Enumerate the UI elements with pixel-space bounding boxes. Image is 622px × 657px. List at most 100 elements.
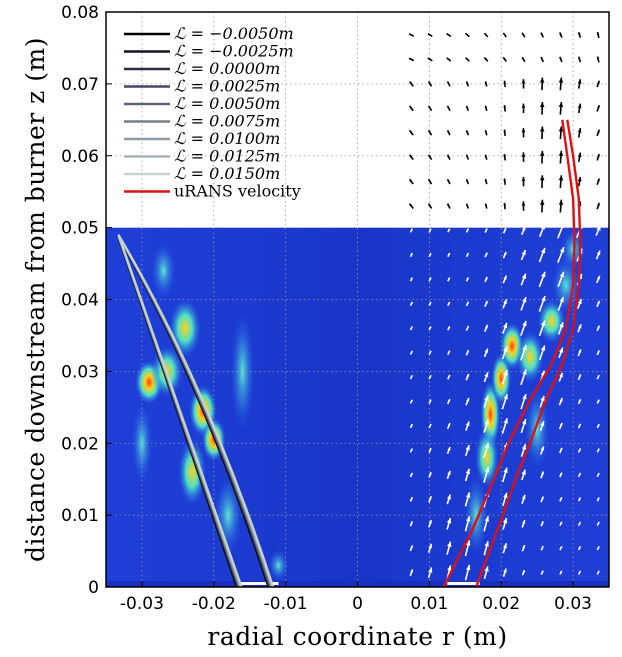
velocity-arrowhead bbox=[466, 81, 469, 85]
velocity-arrowhead bbox=[559, 372, 563, 378]
velocity-arrowhead bbox=[597, 546, 600, 549]
velocity-arrowhead bbox=[560, 497, 562, 500]
velocity-arrowhead bbox=[559, 32, 562, 36]
velocity-arrowhead bbox=[484, 395, 489, 402]
velocity-arrowhead bbox=[503, 418, 508, 424]
velocity-arrowhead bbox=[539, 77, 545, 83]
y-tick-label: 0.06 bbox=[61, 147, 99, 167]
velocity-arrowhead bbox=[429, 326, 431, 329]
velocity-arrowhead bbox=[409, 179, 413, 183]
flame-intensity-image bbox=[106, 227, 609, 587]
velocity-arrowhead bbox=[448, 301, 450, 304]
velocity-arrowhead bbox=[503, 227, 507, 231]
velocity-arrowhead bbox=[446, 57, 450, 61]
velocity-arrowhead bbox=[484, 516, 490, 522]
velocity-arrowhead bbox=[521, 226, 526, 231]
velocity-arrowhead bbox=[429, 423, 432, 427]
velocity-arrowhead bbox=[521, 444, 527, 450]
velocity-arrowhead bbox=[503, 299, 507, 305]
legend-entry-label: ℒ = 0.0125m bbox=[174, 147, 280, 166]
velocity-arrowhead bbox=[428, 105, 431, 109]
velocity-arrowhead bbox=[465, 564, 471, 571]
velocity-arrowhead bbox=[596, 56, 600, 60]
x-axis-label: radial coordinate r (m) bbox=[207, 622, 507, 651]
velocity-arrowhead bbox=[539, 126, 545, 132]
y-tick-label: 0 bbox=[88, 578, 99, 598]
intensity-blob bbox=[169, 298, 202, 359]
velocity-arrowhead bbox=[484, 566, 489, 572]
velocity-arrowhead bbox=[466, 325, 469, 329]
velocity-arrowhead bbox=[521, 201, 526, 206]
velocity-arrowhead bbox=[410, 545, 413, 549]
velocity-arrowhead bbox=[447, 541, 452, 548]
y-tick-label: 0.03 bbox=[61, 362, 99, 382]
velocity-arrowhead bbox=[485, 105, 488, 109]
velocity-arrowhead bbox=[503, 467, 508, 474]
velocity-arrowhead bbox=[485, 179, 488, 182]
velocity-arrowhead bbox=[448, 326, 450, 329]
velocity-arrowhead bbox=[522, 545, 525, 549]
velocity-arrowhead bbox=[560, 570, 562, 573]
velocity-arrowhead bbox=[522, 369, 527, 375]
velocity-arrowhead bbox=[447, 470, 451, 476]
velocity-arrowhead bbox=[410, 253, 413, 256]
velocity-arrowhead bbox=[540, 471, 544, 476]
velocity-arrowhead bbox=[558, 347, 564, 353]
velocity-arrowhead bbox=[409, 105, 413, 109]
x-tick-label: 0.01 bbox=[410, 594, 448, 614]
velocity-arrowhead bbox=[540, 224, 545, 230]
x-axis-ticks: -0.03 -0.02 -0.01 0 0.01 0.02 0.03 bbox=[120, 581, 592, 614]
velocity-arrowhead bbox=[521, 103, 526, 108]
y-axis-ticks: 0 0.01 0.02 0.03 0.04 0.05 0.06 0.07 0.08 bbox=[61, 3, 112, 598]
velocity-arrowhead bbox=[428, 496, 432, 500]
velocity-arrowhead bbox=[578, 472, 581, 476]
velocity-arrowhead bbox=[522, 570, 525, 573]
velocity-arrowhead bbox=[503, 275, 507, 280]
velocity-arrowhead bbox=[466, 105, 469, 109]
legend-entry-label: ℒ = 0.0000m bbox=[174, 59, 280, 78]
velocity-arrowhead bbox=[410, 375, 413, 378]
velocity-arrowhead bbox=[447, 374, 450, 378]
velocity-arrowhead bbox=[503, 568, 507, 573]
velocity-arrowhead bbox=[597, 570, 600, 573]
velocity-arrowhead bbox=[597, 350, 600, 353]
x-tick-label: 0.02 bbox=[482, 594, 520, 614]
velocity-arrowhead bbox=[541, 271, 546, 278]
velocity-arrowhead bbox=[596, 250, 601, 256]
velocity-arrowhead bbox=[466, 130, 469, 133]
velocity-arrowhead bbox=[521, 273, 527, 279]
series-flame-line-right bbox=[117, 234, 275, 587]
legend-entry-label: ℒ = 0.0025m bbox=[174, 77, 280, 96]
velocity-arrowhead bbox=[466, 540, 471, 546]
velocity-arrowhead bbox=[429, 277, 431, 280]
velocity-arrowhead bbox=[429, 350, 431, 353]
velocity-arrowhead bbox=[521, 152, 526, 157]
velocity-arrowhead bbox=[558, 199, 564, 205]
velocity-arrowhead bbox=[578, 497, 581, 500]
velocity-arrowhead bbox=[410, 326, 413, 329]
velocity-arrowhead bbox=[429, 375, 431, 378]
velocity-arrowhead bbox=[597, 178, 600, 182]
legend-entry-label: ℒ = 0.0150m bbox=[174, 164, 280, 183]
velocity-arrowhead bbox=[577, 103, 582, 109]
x-tick-label: -0.03 bbox=[120, 594, 164, 614]
velocity-arrowhead bbox=[541, 320, 546, 327]
velocity-arrowhead bbox=[428, 81, 431, 85]
burner-lip-right bbox=[447, 582, 480, 585]
velocity-arrowhead bbox=[503, 129, 507, 133]
velocity-arrowhead bbox=[448, 277, 450, 280]
velocity-arrowhead bbox=[410, 448, 413, 451]
velocity-arrowhead bbox=[466, 277, 469, 280]
velocity-arrowhead bbox=[578, 374, 581, 378]
series-layer bbox=[116, 119, 582, 587]
intensity-blob bbox=[268, 549, 289, 582]
velocity-arrowhead bbox=[577, 299, 582, 305]
velocity-arrowhead bbox=[503, 105, 507, 109]
velocity-arrowhead bbox=[522, 32, 525, 36]
velocity-arrowhead bbox=[409, 81, 413, 85]
velocity-arrowhead bbox=[578, 32, 581, 36]
velocity-arrowhead bbox=[596, 275, 600, 280]
velocity-arrowhead bbox=[597, 375, 600, 378]
velocity-arrowhead bbox=[559, 322, 564, 328]
velocity-arrowhead bbox=[410, 569, 413, 573]
